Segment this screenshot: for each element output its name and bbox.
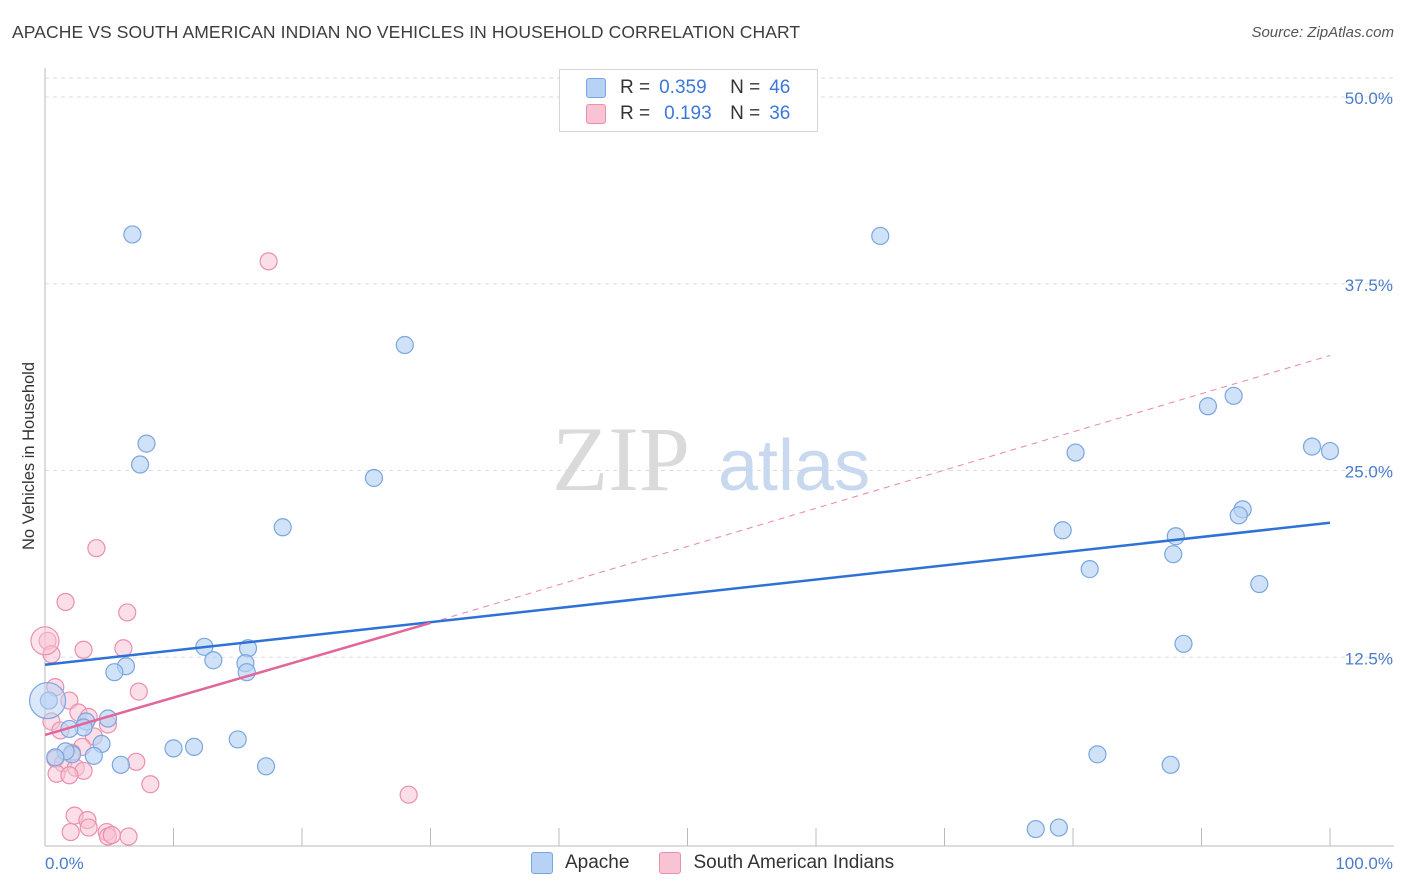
apache-point <box>1320 441 1340 461</box>
legend-r-value: 0.193 <box>664 103 712 124</box>
y-tick-labels: 12.5% 25.0% 37.5% 50.0% <box>1345 89 1393 668</box>
apache-point-large <box>28 681 67 720</box>
legend-n-value: 36 <box>769 103 791 124</box>
apache-point <box>1053 521 1072 540</box>
apache-point <box>364 468 384 488</box>
apache-point <box>84 746 103 765</box>
sai-point <box>60 766 79 785</box>
legend-r-label: R = <box>620 77 651 98</box>
apache-point <box>1229 506 1248 525</box>
watermark-zip: ZIP <box>552 408 690 510</box>
series-legend: Apache South American Indians <box>531 852 924 874</box>
legend-item-sai: South American Indians <box>659 852 894 874</box>
apache-point <box>111 755 130 774</box>
legend-item-apache: Apache <box>531 852 629 874</box>
apache-point <box>204 651 223 670</box>
apache-point <box>1174 634 1193 653</box>
x-tick-label-min: 0.0% <box>45 854 84 873</box>
sai-point <box>74 640 93 659</box>
apache-point <box>1198 397 1218 416</box>
apache-point <box>164 739 183 758</box>
sai-trendline-extension <box>430 354 1331 624</box>
sai-point <box>87 539 106 558</box>
apache-point <box>395 335 414 355</box>
legend-n-label: N = <box>730 77 761 98</box>
apache-point <box>256 757 276 776</box>
sai-trendline <box>44 621 431 737</box>
sai-point <box>56 592 75 612</box>
apache-point <box>137 434 156 453</box>
grid-lines <box>45 77 1394 658</box>
sai-swatch <box>586 104 606 124</box>
legend-apache-label: Apache <box>565 852 630 873</box>
apache-point <box>871 226 890 246</box>
sai-point <box>127 752 146 771</box>
sai-point <box>119 827 138 846</box>
apache-point <box>1080 560 1099 579</box>
legend-r-value: 0.359 <box>659 77 707 98</box>
apache-point <box>1066 443 1085 462</box>
axes <box>44 68 1394 847</box>
apache-point <box>273 518 292 537</box>
apache-point <box>1088 745 1107 764</box>
apache-point <box>184 737 204 756</box>
apache-point <box>1250 574 1269 594</box>
sai-point <box>259 252 278 271</box>
apache-point <box>1224 386 1243 405</box>
apache-point <box>123 225 142 244</box>
sai-point <box>118 603 137 622</box>
apache-swatch <box>586 78 606 98</box>
y-tick-label: 12.5% <box>1345 649 1393 668</box>
apache-trendline <box>44 521 1331 666</box>
trendlines <box>44 354 1331 737</box>
y-axis-label: No Vehicles in Household <box>20 362 38 550</box>
sai-point <box>79 818 98 837</box>
sai-point <box>102 825 121 845</box>
legend-sai-label: South American Indians <box>693 852 895 873</box>
chart-title: APACHE VS SOUTH AMERICAN INDIAN NO VEHIC… <box>12 22 801 42</box>
sai-point-large <box>30 626 60 656</box>
y-tick-label: 37.5% <box>1345 276 1393 295</box>
apache-point <box>130 455 150 474</box>
sai-legend-swatch <box>659 852 682 874</box>
watermark-atlas: atlas <box>718 426 870 506</box>
legend-row-apache: R = 0.359 N = 46 <box>586 76 790 100</box>
apache-point <box>1049 818 1068 837</box>
source-credit: Source: ZipAtlas.com <box>1251 24 1394 41</box>
legend-n-label: N = <box>730 103 761 124</box>
series-apache <box>28 225 1340 839</box>
correlation-legend: R = 0.359 N = 46 R = 0.193 N = 36 <box>559 69 818 132</box>
y-tick-label: 25.0% <box>1345 463 1393 482</box>
y-tick-label: 50.0% <box>1345 89 1393 108</box>
apache-legend-swatch <box>531 852 553 874</box>
apache-point <box>1302 437 1322 456</box>
sai-point <box>141 775 160 794</box>
apache-point <box>46 748 65 767</box>
legend-row-sai: R = 0.193 N = 36 <box>586 102 790 126</box>
x-tick-label-max: 100.0% <box>1335 854 1393 873</box>
sai-point <box>399 785 418 804</box>
watermark: ZIP atlas <box>552 408 870 510</box>
sai-point <box>61 822 80 842</box>
apache-point <box>1161 755 1180 774</box>
apache-point <box>1026 819 1045 839</box>
legend-n-value: 46 <box>769 77 791 98</box>
x-tick-labels: 0.0% 100.0% <box>45 854 1393 873</box>
legend-r-label: R = <box>620 103 651 124</box>
apache-point <box>1164 545 1183 564</box>
sai-point <box>129 682 148 701</box>
apache-point <box>1166 527 1185 546</box>
apache-point <box>105 663 124 682</box>
apache-point <box>228 730 247 749</box>
